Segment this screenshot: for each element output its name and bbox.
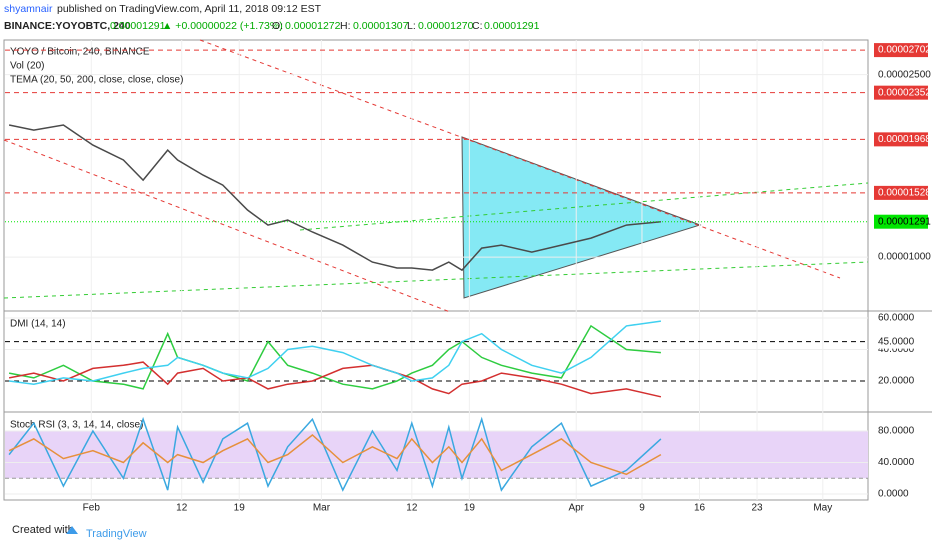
level-label: 45.0000 <box>878 336 915 347</box>
y-tick-label: 0.00001000 <box>878 252 931 263</box>
series-line <box>8 124 661 272</box>
level-label: 0.00001528 <box>878 188 931 199</box>
level-box <box>874 85 928 100</box>
level-box <box>874 374 928 389</box>
high: 0.00001307 <box>353 20 409 32</box>
level-box <box>874 132 928 147</box>
close: 0.00001291 <box>484 20 540 32</box>
x-tick-label: 16 <box>694 503 706 514</box>
x-tick-label: 19 <box>464 503 476 514</box>
trend-line <box>199 39 841 279</box>
x-tick-label: 12 <box>176 503 188 514</box>
x-tick-label: May <box>813 503 832 514</box>
footer-text: Created with <box>12 524 74 536</box>
author[interactable]: shyamnair <box>4 3 53 15</box>
y-tick-label: 80.0000 <box>878 426 915 437</box>
last-price-box <box>874 214 928 229</box>
x-tick-label: 9 <box>639 503 645 514</box>
published: published on TradingView.com, April 11, … <box>57 3 322 15</box>
y-tick-label: 0.00002500 <box>878 69 931 80</box>
pane-title: DMI (14, 14) <box>10 319 66 330</box>
y-tick-label: 60.0000 <box>878 313 915 324</box>
x-tick-label: Apr <box>568 503 584 514</box>
series-line <box>8 434 662 476</box>
high-label: H: <box>340 20 351 32</box>
x-tick-label: 12 <box>406 503 418 514</box>
change: ▲ +0.00000022 (+1.73%) <box>162 20 283 32</box>
y-tick-label: 40.0000 <box>878 457 915 468</box>
trend-line <box>299 182 869 231</box>
series-line <box>8 361 662 398</box>
x-tick-label: Feb <box>83 503 101 514</box>
x-tick-label: 19 <box>234 503 246 514</box>
y-tick-label: 0.0000 <box>878 489 909 500</box>
last-price-label: 0.00001291 <box>878 216 931 227</box>
series-line <box>8 416 662 492</box>
level-box <box>874 185 928 200</box>
level-label: 0.00002352 <box>878 87 931 98</box>
legend-entry: TEMA (20, 50, 200, close, close, close) <box>10 75 183 86</box>
y-tick-label: 40.0000 <box>878 344 915 355</box>
level-box <box>874 43 928 58</box>
low-label: L: <box>407 20 416 32</box>
series-line <box>8 324 661 390</box>
level-label: 0.00001968 <box>878 134 931 145</box>
level-label: 0.00002702 <box>878 45 931 56</box>
open-label: O: <box>272 20 283 32</box>
pane-title: YOYO / Bitcoin, 240, BINANCE <box>10 47 150 58</box>
x-tick-label: Mar <box>313 503 331 514</box>
triangle-pattern <box>461 136 702 299</box>
symbol: BINANCE:YOYOBTC, 240 <box>4 20 131 32</box>
trend-line <box>3 261 869 299</box>
level-box <box>874 334 928 349</box>
logo <box>66 526 78 534</box>
pane-title: Stoch RSI (3, 3, 14, 14, close) <box>10 420 143 431</box>
price: 0.00001291 <box>110 20 166 32</box>
low: 0.00001270 <box>418 20 474 32</box>
open: 0.00001272 <box>285 20 341 32</box>
level-label: 20.0000 <box>878 376 915 387</box>
footer-brand[interactable]: TradingView <box>86 528 147 540</box>
x-tick-label: 23 <box>751 503 763 514</box>
frame <box>3 39 869 501</box>
series-line <box>9 320 662 385</box>
close-label: C: <box>472 20 483 32</box>
legend-entry: Vol (20) <box>10 61 44 72</box>
